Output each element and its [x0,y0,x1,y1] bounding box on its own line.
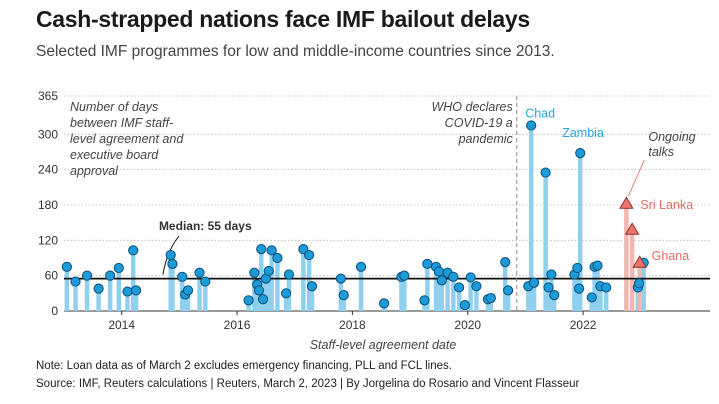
y-axis-ticks: 0 60 120 180 240 300 365 [38,89,58,318]
x-axis-ticks: 2014 2016 2018 2020 2022 Staff-level agreemen… [108,311,597,352]
point [528,277,540,288]
point [459,300,470,311]
point [266,245,277,256]
points [61,120,649,311]
point [122,286,133,297]
point [306,281,318,292]
annotations: WHO declares COVID-19 a pandemic Number of … [70,96,696,311]
point [200,276,211,287]
point [526,120,537,131]
point [399,270,410,281]
point [503,285,514,296]
covid-annotation: pandemic [458,132,514,146]
point [272,252,283,264]
point [249,267,260,278]
point [280,288,292,299]
median: Median: 55 days [64,219,710,280]
point [335,273,346,284]
point [546,269,557,280]
description-annotation: executive board [70,148,159,162]
point [572,262,583,274]
x-axis-title: Staff-level agreement date [310,338,457,352]
point [549,289,560,301]
description-annotation: approval [70,164,119,178]
point [500,257,511,268]
point [633,278,645,289]
y-tick-label: 240 [38,163,58,177]
country-label: Chad [525,106,555,120]
covid-annotation: WHO declares [431,100,512,114]
point [93,283,104,294]
point [243,295,254,306]
median-label: Median: 55 days [159,219,252,233]
ongoing-annotation: talks [648,145,674,159]
description-annotation: between IMF staff- [70,116,173,130]
point [433,266,445,277]
point [601,282,612,293]
point [586,292,597,303]
point [379,298,390,309]
point [165,249,176,261]
footnote: Note: Loan data as of March 2 excludes e… [36,360,452,372]
y-tick-label: 300 [38,127,58,141]
x-tick-label: 2022 [570,318,597,332]
ongoing-triangle [624,222,640,235]
y-tick-label: 0 [51,304,58,318]
ongoing-triangle [619,196,634,209]
y-tick-label: 60 [45,269,59,283]
point [304,249,315,261]
point [471,281,482,292]
point [177,271,188,282]
x-tick-label: 2016 [224,318,251,332]
description-annotation: level agreement and [70,132,184,146]
point [355,261,367,272]
x-tick-label: 2018 [339,318,366,332]
point [453,282,465,293]
point [263,265,274,277]
point [113,262,124,274]
point [70,276,81,287]
point [61,261,72,272]
country-label: Zambia [562,126,604,140]
point [257,294,269,305]
point [338,289,349,301]
point [419,295,430,306]
point [194,267,205,278]
point [167,258,178,269]
ongoing-annotation: Ongoing [648,130,695,144]
x-tick-label: 2014 [108,318,135,332]
point [573,283,585,294]
point [256,244,267,255]
ongoing-triangle [632,255,647,268]
point [448,271,459,282]
description-annotation: Number of days [70,100,158,114]
point [81,270,93,281]
y-tick-label: 120 [38,233,58,247]
country-label: Ghana [652,249,690,263]
x-tick-label: 2020 [454,318,481,332]
point [422,258,433,269]
y-tick-label: 365 [38,89,58,103]
point [592,260,603,271]
point [130,285,142,296]
chart-subtitle: Selected IMF programmes for low and midd… [36,43,555,60]
point [485,292,496,304]
source-line: Source: IMF, Reuters calculations | Reut… [36,378,580,390]
point [575,148,586,159]
point [283,269,295,280]
point [128,245,139,256]
point [105,270,116,281]
point [182,285,194,296]
country-label: Sri Lanka [640,198,693,212]
point [540,167,551,178]
chart-title: Cash-strapped nations face IMF bailout d… [36,6,530,32]
point [253,285,265,296]
point [465,272,476,283]
covid-annotation: COVID-19 a [445,116,513,130]
point [543,282,554,293]
y-tick-label: 180 [38,198,58,212]
ongoing-callout-line [627,159,645,197]
point [436,275,447,286]
chart-canvas: 0 60 120 180 240 300 365 Median: 55 days WHO d… [38,89,710,352]
